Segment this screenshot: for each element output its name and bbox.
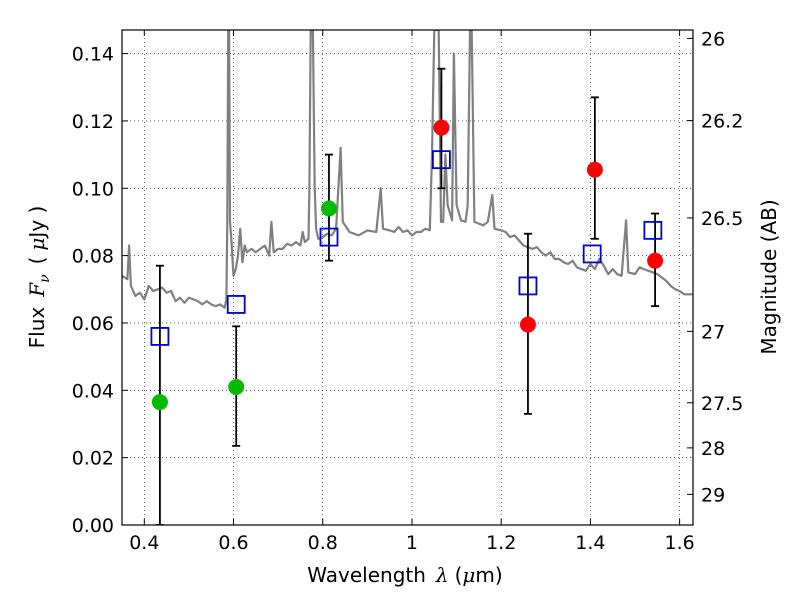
y-axis-label-unit-rest: Jy ) (25, 206, 49, 240)
y-axis-label-symbol: F (25, 282, 49, 298)
plot-frame (121, 29, 694, 526)
x-tick-label: 0.8 (308, 532, 338, 554)
data-point-observed-nir (433, 119, 450, 136)
y-axis-label-word: Flux (25, 307, 49, 349)
data-point-observed-optical (228, 378, 245, 395)
x-axis-title: Wavelength λ (μm) (307, 563, 502, 587)
y-tick-label: 0.12 (72, 111, 114, 133)
grid-lines (122, 30, 693, 526)
y2-tick-label: 26.2 (701, 111, 743, 133)
data-point-observed-nir (647, 252, 664, 269)
y-axis-label-unit-mu: μ (25, 238, 49, 251)
y2-tick-label: 28 (701, 438, 725, 460)
y-axis-label-unit-open: ( (25, 257, 49, 265)
y2-axis-title: Magnitude (AB) (757, 199, 781, 354)
data-point-model-synthetic (226, 295, 246, 314)
marker-layer (150, 119, 664, 411)
data-point-model-synthetic (643, 220, 663, 240)
x-axis-label-unit-rest: m) (475, 563, 502, 587)
y-tick-label: 0.00 (72, 515, 114, 537)
y-tick-label: 0.08 (72, 246, 114, 268)
model-spectrum-layer (122, 30, 693, 309)
x-tick-label: 0.4 (129, 532, 159, 554)
x-axis-label-unit-mu: μ (462, 563, 475, 587)
x-tick-label: 1 (406, 532, 418, 554)
y-axis-title: Flux Fν ( μJy ) (25, 206, 53, 349)
x-tick-label: 0.6 (218, 532, 248, 554)
data-point-observed-nir (586, 161, 603, 178)
y2-tick-label: 27.5 (701, 393, 743, 415)
y-tick-label: 0.04 (72, 380, 114, 402)
x-axis-label-word: Wavelength (307, 563, 426, 587)
data-point-model-synthetic (432, 150, 451, 170)
data-point-model-synthetic (518, 276, 538, 296)
data-point-model-synthetic (582, 244, 602, 264)
data-point-observed-nir (519, 316, 536, 333)
x-tick-label: 1.6 (665, 532, 695, 554)
model-spectrum-line (122, 30, 693, 309)
x-tick-label: 1.4 (575, 532, 605, 554)
y-tick-label: 0.02 (72, 448, 114, 470)
x-tick-label: 1.2 (486, 532, 516, 554)
plot-area (122, 30, 693, 525)
y-tick-label: 0.14 (72, 44, 114, 66)
data-point-model-synthetic (319, 227, 339, 247)
x-axis-label-symbol: λ (435, 563, 449, 587)
y2-tick-label: 26 (701, 28, 725, 50)
data-point-observed-optical (151, 394, 168, 411)
y2-tick-label: 26.5 (701, 208, 743, 230)
y2-tick-label: 27 (701, 321, 725, 343)
data-point-model-synthetic (150, 327, 170, 346)
y2-tick-label: 29 (701, 484, 725, 506)
data-point-observed-optical (320, 200, 337, 217)
y-tick-label: 0.06 (72, 313, 114, 335)
y-tick-label: 0.10 (72, 178, 114, 200)
y-axis-label-subscript: ν (37, 274, 53, 283)
axis-ticks: 0.4 0.6 0.8 1 1.2 1.4 1.6 0.00 0.02 0.04 0.06 0.08 0… (72, 28, 744, 554)
x-axis-label-unit-open: ( (455, 563, 463, 587)
